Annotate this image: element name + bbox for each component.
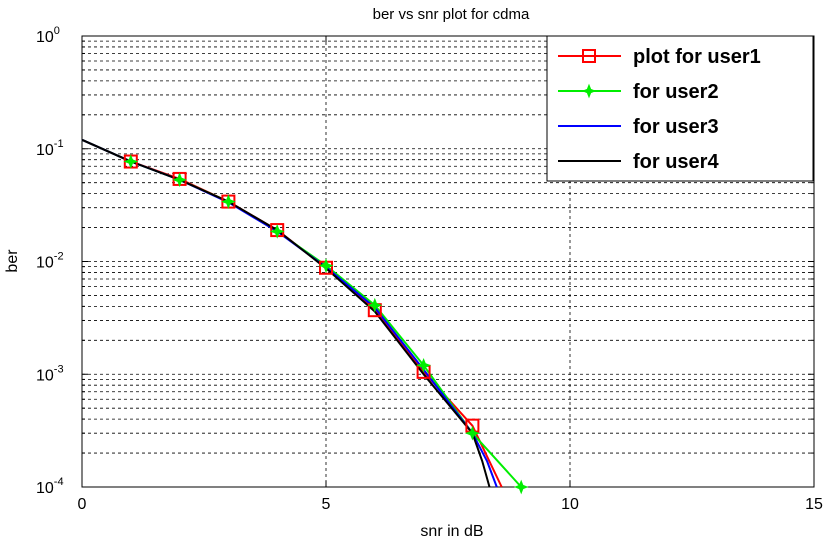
legend-box	[546, 35, 814, 182]
x-tick-label: 0	[78, 496, 87, 513]
legend-label: plot for user1	[633, 46, 761, 68]
legend-label: for user4	[633, 151, 719, 173]
data-point-star	[269, 224, 285, 239]
data-point-star	[416, 357, 431, 373]
data-point-star	[465, 425, 480, 441]
y-axis-label: ber	[4, 249, 21, 273]
x-tick-label: 10	[561, 496, 579, 513]
legend-label: for user3	[633, 116, 719, 138]
legend-label: for user2	[633, 81, 719, 103]
chart-title: ber vs snr plot for cdma	[373, 6, 530, 23]
data-point-star	[513, 479, 529, 495]
x-tick-label: 15	[805, 496, 823, 513]
x-tick-label: 5	[322, 496, 331, 513]
series-lines	[81, 138, 529, 495]
x-axis-label: snr in dB	[420, 523, 483, 540]
grid-lines	[82, 36, 814, 487]
data-point-star	[367, 297, 383, 313]
data-point-star	[221, 194, 236, 209]
data-point-star	[581, 83, 597, 99]
data-point-star	[172, 172, 187, 188]
data-point-star	[123, 154, 139, 169]
legend: plot for user1 for user2 for user3 for user…	[546, 35, 814, 182]
data-point-star	[318, 258, 334, 273]
data-point-square	[582, 49, 596, 63]
